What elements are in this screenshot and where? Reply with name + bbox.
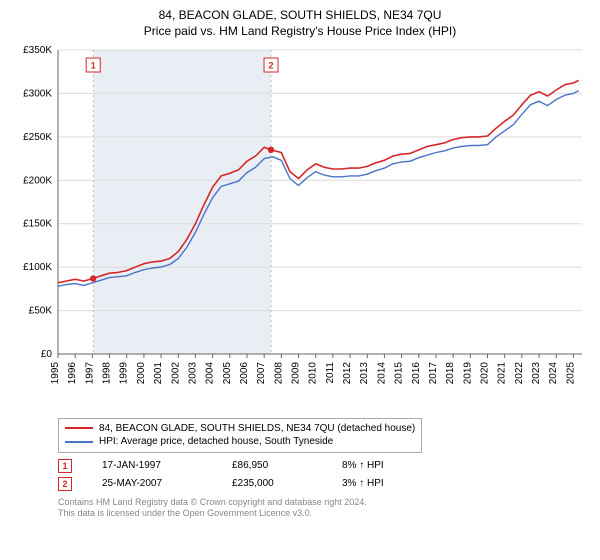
legend-swatch (65, 441, 93, 443)
sales-table: 1 17-JAN-1997 £86,950 8% ↑ HPI 2 25-MAY-2007 £… (58, 459, 590, 491)
svg-text:2020: 2020 (480, 361, 491, 384)
legend-item: 84, BEACON GLADE, SOUTH SHIELDS, NE34 7Q… (65, 422, 415, 436)
sale-price: £235,000 (232, 478, 312, 489)
svg-text:£200K: £200K (23, 175, 52, 186)
chart-container: 84, BEACON GLADE, SOUTH SHIELDS, NE34 7Q… (0, 0, 600, 560)
sale-row: 1 17-JAN-1997 £86,950 8% ↑ HPI (58, 459, 590, 473)
svg-text:2012: 2012 (342, 361, 353, 384)
svg-text:2017: 2017 (428, 361, 439, 384)
legend-box: 84, BEACON GLADE, SOUTH SHIELDS, NE34 7Q… (58, 418, 422, 453)
legend-swatch (65, 427, 93, 429)
svg-text:2014: 2014 (376, 361, 387, 384)
svg-text:2018: 2018 (445, 361, 456, 384)
sale-date: 25-MAY-2007 (102, 478, 202, 489)
footer-line: This data is licensed under the Open Gov… (58, 508, 590, 520)
chart-title: 84, BEACON GLADE, SOUTH SHIELDS, NE34 7Q… (10, 8, 590, 24)
sale-hpi: 3% ↑ HPI (342, 478, 422, 489)
sale-date: 17-JAN-1997 (102, 460, 202, 471)
legend-item: HPI: Average price, detached house, Sout… (65, 435, 415, 449)
chart-plot-area: £0 £50K £100K £150K £200K £250K £300K £350K 1995… (10, 44, 590, 414)
svg-text:£250K: £250K (23, 131, 52, 142)
svg-text:2005: 2005 (222, 361, 233, 384)
svg-text:£50K: £50K (29, 305, 53, 316)
legend-label: 84, BEACON GLADE, SOUTH SHIELDS, NE34 7Q… (99, 422, 415, 436)
svg-text:£0: £0 (41, 349, 53, 360)
svg-text:2: 2 (269, 60, 274, 70)
svg-text:2024: 2024 (548, 361, 559, 384)
svg-text:1999: 1999 (119, 361, 130, 384)
svg-text:£100K: £100K (23, 262, 52, 273)
footer-attribution: Contains HM Land Registry data © Crown c… (58, 497, 590, 520)
svg-text:2009: 2009 (291, 361, 302, 384)
svg-text:2013: 2013 (359, 361, 370, 384)
svg-text:2002: 2002 (170, 361, 181, 384)
sale-price: £86,950 (232, 460, 312, 471)
svg-text:2023: 2023 (531, 361, 542, 384)
svg-text:2004: 2004 (205, 361, 216, 384)
svg-text:£350K: £350K (23, 45, 52, 56)
svg-text:2016: 2016 (411, 361, 422, 384)
sale-marker-icon: 1 (58, 459, 72, 473)
svg-text:2025: 2025 (565, 361, 576, 384)
svg-text:2006: 2006 (239, 361, 250, 384)
svg-text:1: 1 (91, 60, 96, 70)
svg-text:2008: 2008 (273, 361, 284, 384)
svg-text:£300K: £300K (23, 88, 52, 99)
svg-text:2019: 2019 (462, 361, 473, 384)
svg-text:2022: 2022 (514, 361, 525, 384)
svg-text:2011: 2011 (325, 361, 336, 383)
sale-row: 2 25-MAY-2007 £235,000 3% ↑ HPI (58, 477, 590, 491)
svg-text:2021: 2021 (497, 361, 508, 384)
svg-text:2015: 2015 (394, 361, 405, 384)
svg-text:1997: 1997 (84, 361, 95, 384)
svg-text:1996: 1996 (67, 361, 78, 384)
sale-marker-icon: 2 (58, 477, 72, 491)
line-chart-svg: £0 £50K £100K £150K £200K £250K £300K £350K 1995… (10, 44, 590, 414)
legend-label: HPI: Average price, detached house, Sout… (99, 435, 333, 449)
svg-text:2007: 2007 (256, 361, 267, 384)
svg-text:2010: 2010 (308, 361, 319, 384)
svg-text:2003: 2003 (187, 361, 198, 384)
svg-text:2000: 2000 (136, 361, 147, 384)
sale-hpi: 8% ↑ HPI (342, 460, 422, 471)
svg-text:1998: 1998 (102, 361, 113, 384)
chart-subtitle: Price paid vs. HM Land Registry's House … (10, 24, 590, 38)
svg-text:1995: 1995 (50, 361, 61, 384)
svg-text:2001: 2001 (153, 361, 164, 384)
footer-line: Contains HM Land Registry data © Crown c… (58, 497, 590, 509)
svg-text:£150K: £150K (23, 218, 52, 229)
